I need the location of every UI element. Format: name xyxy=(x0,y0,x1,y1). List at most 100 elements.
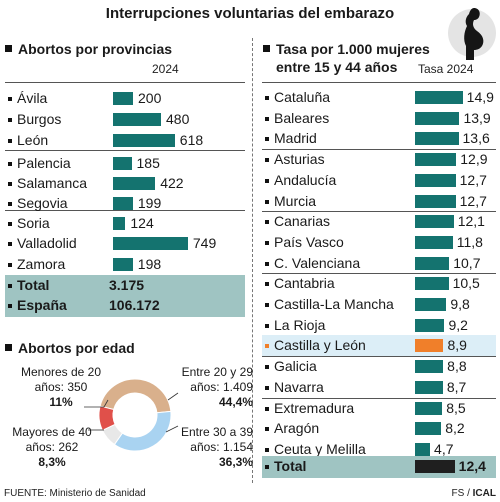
rates-total-bullet-icon xyxy=(265,465,269,469)
region-bar xyxy=(415,339,444,353)
provinces-section-title: Abortos por provincias xyxy=(5,40,172,58)
leader-20-29 xyxy=(167,392,179,401)
region-value: 14,9 xyxy=(466,89,494,105)
region-bullet-icon xyxy=(265,447,269,452)
region-label: Castilla-La Mancha xyxy=(274,296,394,312)
region-value: 9,2 xyxy=(448,316,468,333)
slice-label-over40: Mayores de 40 años: 262 8,3% xyxy=(12,425,92,469)
spain-label: España xyxy=(17,297,67,313)
region-bullet-icon xyxy=(265,220,269,225)
province-row: Soria 124 xyxy=(5,213,245,234)
region-value: 8,2 xyxy=(445,420,465,437)
region-bar xyxy=(415,422,442,436)
region-bullet-icon xyxy=(265,365,269,370)
rates-total-value: 12,4 xyxy=(458,458,486,474)
provinces-year-label: 2024 xyxy=(152,62,179,76)
region-row: Aragón 8,2 xyxy=(262,418,496,439)
provinces-top-rule xyxy=(5,82,245,83)
region-row: País Vasco 11,8 xyxy=(262,232,496,253)
region-label: C. Valenciana xyxy=(274,254,361,271)
region-group-rule xyxy=(262,397,496,399)
rates-total-label: Total xyxy=(274,458,307,474)
age-section-title: Abortos por edad xyxy=(5,339,135,357)
region-bullet-icon xyxy=(265,137,269,142)
province-bar xyxy=(113,237,188,250)
province-row: León 618 xyxy=(5,130,245,151)
section-bullet-icon xyxy=(5,344,12,351)
region-row: Cantabria 10,5 xyxy=(262,273,496,294)
rates-total-row: Total 12,4 xyxy=(262,456,496,477)
pregnant-woman-silhouette-icon xyxy=(448,8,496,60)
region-label: Canarias xyxy=(274,213,331,230)
region-label: Ceuta y Melilla xyxy=(274,440,366,457)
region-bar xyxy=(415,235,453,249)
region-value: 12,7 xyxy=(459,171,487,188)
region-group-rule xyxy=(262,356,496,358)
province-value: 124 xyxy=(130,215,154,231)
spain-value: 106.172 xyxy=(109,297,160,313)
province-bullet-icon xyxy=(8,162,12,166)
region-bullet-icon xyxy=(265,261,269,266)
province-bar xyxy=(113,177,156,190)
slice-label-20-29: Entre 20 y 29 años: 1.409 44,4% xyxy=(181,365,253,409)
region-label: Cataluña xyxy=(274,89,331,105)
region-bar xyxy=(415,256,450,270)
slice-label-30-39: Entre 30 a 39 años: 1.154 36,3% xyxy=(180,425,253,469)
province-label: Valladolid xyxy=(17,235,77,251)
region-value: 8,8 xyxy=(447,358,467,375)
province-bar xyxy=(113,217,126,230)
province-label: Palencia xyxy=(17,155,71,171)
province-row: Burgos 480 xyxy=(5,109,245,130)
total-row: Total 3.175 xyxy=(5,275,245,296)
region-bar xyxy=(415,173,456,187)
region-bar xyxy=(415,194,456,208)
province-bar xyxy=(113,92,133,105)
region-bar xyxy=(415,132,459,146)
region-group-rule xyxy=(262,211,496,213)
region-label: Galicia xyxy=(274,358,317,375)
region-bullet-icon xyxy=(265,96,269,100)
leader-under20-2 xyxy=(103,399,109,408)
province-label: Zamora xyxy=(17,256,66,272)
province-bar xyxy=(113,258,133,271)
province-label: Soria xyxy=(17,215,50,231)
region-value: 8,5 xyxy=(446,399,466,416)
region-value: 13,6 xyxy=(462,130,490,147)
region-value: 12,7 xyxy=(459,192,487,209)
region-bullet-icon xyxy=(265,303,269,307)
province-bullet-icon xyxy=(8,263,12,267)
spain-row: España 106.172 xyxy=(5,295,245,316)
region-label: Murcia xyxy=(274,192,317,209)
region-value: 13,9 xyxy=(463,109,491,126)
region-bullet-icon xyxy=(265,199,269,204)
province-row: Salamanca 422 xyxy=(5,173,245,194)
region-row: Canarias 12,1 xyxy=(262,211,496,232)
rates-section-title: Tasa por 1.000 mujeres entre 15 y 44 año… xyxy=(263,40,430,76)
province-row: Zamora 198 xyxy=(5,254,245,275)
region-row: Cataluña 14,9 xyxy=(262,87,496,108)
region-bar xyxy=(415,380,443,394)
province-bar xyxy=(113,113,161,126)
province-label: Ávila xyxy=(17,90,48,106)
province-bullet-icon xyxy=(8,222,12,226)
provinces-group-rule-2 xyxy=(5,210,245,211)
province-bullet-icon xyxy=(8,139,12,143)
region-label: Cantabria xyxy=(274,275,335,292)
region-bar xyxy=(415,91,463,104)
donut-slice xyxy=(99,378,172,414)
region-value: 12,1 xyxy=(457,213,485,230)
region-bullet-icon xyxy=(265,116,269,121)
region-label: Navarra xyxy=(274,378,324,395)
age-donut-chart xyxy=(98,378,172,452)
region-bar xyxy=(415,153,457,167)
credit: FS / ICAL xyxy=(451,488,496,499)
province-bullet-icon xyxy=(8,242,12,246)
region-bullet-icon xyxy=(265,344,269,349)
region-bullet-icon xyxy=(265,178,269,183)
province-row: Segovia 199 xyxy=(5,193,245,214)
province-value: 749 xyxy=(192,235,217,251)
total-label: Total xyxy=(17,277,50,293)
province-value: 480 xyxy=(166,111,190,127)
region-bullet-icon xyxy=(265,240,269,245)
region-label: La Rioja xyxy=(274,316,326,333)
